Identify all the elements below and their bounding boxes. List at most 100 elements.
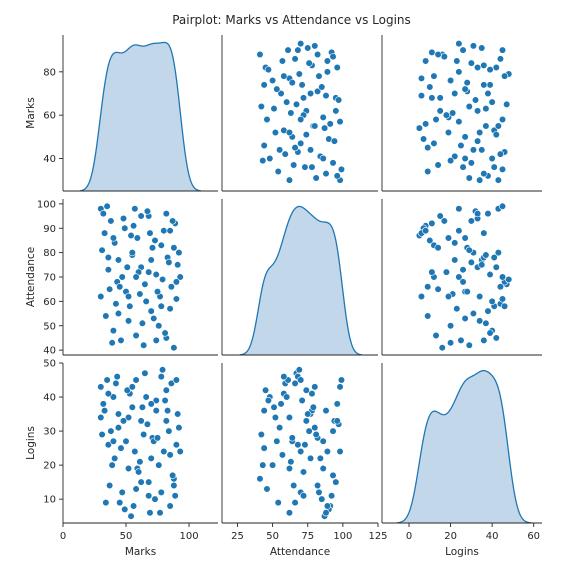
point-attendance-vs-marks-31: [170, 344, 178, 352]
point-marks-vs-attendance-63: [297, 40, 305, 48]
point-logins-vs-attendance-1: [333, 400, 341, 408]
point-marks-vs-logins-18: [480, 61, 488, 69]
point-marks-vs-logins-35: [482, 122, 490, 130]
point-logins-vs-marks-77: [109, 437, 118, 445]
point-logins-vs-attendance-11: [302, 417, 310, 425]
x-tick-label-marks-50: 50: [120, 531, 133, 542]
point-attendance-vs-marks-24: [117, 336, 125, 344]
point-marks-vs-logins-50: [430, 72, 438, 80]
point-attendance-vs-marks-14: [148, 244, 157, 252]
point-attendance-vs-logins-16: [417, 292, 426, 301]
point-logins-vs-attendance-21: [311, 424, 319, 432]
point-attendance-vs-logins-38: [426, 236, 434, 245]
point-marks-vs-logins-37: [471, 96, 480, 104]
point-marks-vs-logins-6: [430, 139, 438, 147]
point-logins-vs-marks-41: [174, 410, 182, 418]
point-attendance-vs-marks-12: [141, 280, 149, 288]
point-logins-vs-attendance-50: [315, 488, 323, 496]
point-marks-vs-attendance-5: [306, 146, 315, 154]
point-attendance-vs-marks-44: [112, 300, 120, 308]
kde-line-logins: [396, 369, 532, 524]
point-marks-vs-logins-70: [469, 146, 478, 154]
point-marks-vs-logins-2: [498, 165, 507, 173]
point-logins-vs-marks-56: [123, 386, 131, 394]
point-marks-vs-attendance-43: [290, 161, 298, 169]
point-attendance-vs-logins-4: [451, 239, 459, 247]
point-marks-vs-attendance-73: [299, 94, 308, 102]
point-attendance-vs-logins-70: [469, 309, 478, 318]
point-logins-vs-attendance-56: [302, 386, 310, 394]
point-marks-vs-attendance-55: [291, 144, 299, 152]
point-logins-vs-attendance-73: [299, 492, 308, 500]
point-marks-vs-logins-51: [467, 59, 475, 67]
point-logins-vs-marks-76: [152, 407, 160, 415]
point-attendance-vs-marks-73: [145, 268, 153, 276]
point-logins-vs-marks-47: [135, 468, 143, 476]
point-marks-vs-attendance-72: [308, 163, 316, 171]
point-marks-vs-logins-60: [463, 79, 471, 87]
point-logins-vs-marks-40: [166, 451, 174, 459]
point-logins-vs-marks-42: [98, 430, 106, 439]
point-attendance-vs-logins-20: [428, 219, 436, 227]
x-axis-label-logins: Logins: [445, 546, 479, 558]
point-attendance-vs-marks-29: [155, 322, 163, 330]
x-tick-label-attendance-50: 50: [266, 531, 279, 542]
point-marks-vs-attendance-70: [276, 146, 284, 154]
point-attendance-vs-marks-23: [109, 327, 118, 335]
point-marks-vs-logins-47: [442, 111, 451, 119]
panel-attendance-vs-marks: 40 50 60 70 80 90 100 Attendance: [25, 199, 218, 357]
point-logins-vs-attendance-66: [306, 454, 315, 462]
point-marks-vs-logins-57: [455, 118, 463, 126]
point-marks-vs-attendance-29: [268, 76, 277, 85]
point-logins-vs-attendance-3: [329, 427, 337, 435]
point-attendance-vs-marks-70: [114, 309, 123, 318]
point-logins-vs-attendance-29: [268, 461, 277, 469]
point-logins-vs-attendance-0: [336, 383, 344, 391]
point-attendance-vs-logins-64: [476, 292, 484, 301]
x-tick-label-logins-0: 0: [406, 531, 412, 542]
point-marks-vs-attendance-48: [283, 98, 291, 106]
point-attendance-vs-marks-48: [142, 297, 150, 305]
point-marks-vs-attendance-77: [319, 154, 327, 163]
point-logins-vs-marks-39: [158, 366, 167, 374]
point-logins-vs-marks-13: [145, 478, 153, 486]
point-logins-vs-marks-66: [147, 454, 155, 462]
point-logins-vs-attendance-42: [312, 430, 320, 439]
point-attendance-vs-marks-46: [127, 231, 135, 240]
point-logins-vs-marks-53: [100, 407, 109, 415]
point-attendance-vs-marks-5: [114, 256, 123, 264]
point-marks-vs-logins-65: [494, 122, 502, 130]
point-marks-vs-logins-15: [486, 81, 494, 89]
point-marks-vs-attendance-50: [315, 72, 323, 80]
point-logins-vs-attendance-59: [322, 509, 330, 517]
point-logins-vs-attendance-77: [319, 437, 327, 445]
point-attendance-vs-logins-71: [459, 278, 467, 286]
point-logins-vs-attendance-39: [295, 366, 303, 374]
point-attendance-vs-marks-36: [136, 290, 144, 298]
point-marks-vs-logins-73: [428, 94, 436, 102]
point-marks-vs-attendance-58: [270, 105, 278, 113]
point-logins-vs-attendance-70: [276, 424, 284, 432]
point-attendance-vs-marks-74: [162, 210, 170, 218]
point-marks-vs-logins-75: [444, 128, 453, 137]
point-attendance-vs-logins-66: [451, 256, 459, 264]
point-logins-vs-attendance-65: [311, 383, 319, 391]
point-attendance-vs-logins-63: [455, 273, 463, 281]
point-logins-vs-marks-74: [162, 417, 170, 425]
point-marks-vs-attendance-37: [335, 96, 343, 104]
point-logins-vs-attendance-36: [287, 458, 295, 466]
point-marks-vs-attendance-14: [313, 87, 322, 95]
point-attendance-vs-logins-58: [482, 319, 490, 327]
point-marks-vs-logins-41: [478, 44, 486, 52]
point-logins-vs-attendance-26: [263, 485, 271, 493]
point-marks-vs-attendance-44: [281, 150, 289, 158]
point-attendance-vs-logins-51: [467, 258, 475, 266]
point-logins-vs-attendance-35: [309, 403, 317, 411]
point-marks-vs-logins-23: [488, 154, 496, 163]
kde-fill-marks: [80, 42, 201, 192]
point-attendance-vs-logins-74: [473, 210, 482, 218]
point-attendance-vs-marks-10: [133, 234, 141, 242]
point-marks-vs-attendance-53: [322, 170, 330, 178]
point-attendance-vs-marks-37: [143, 207, 152, 215]
point-marks-vs-logins-5: [478, 146, 486, 154]
